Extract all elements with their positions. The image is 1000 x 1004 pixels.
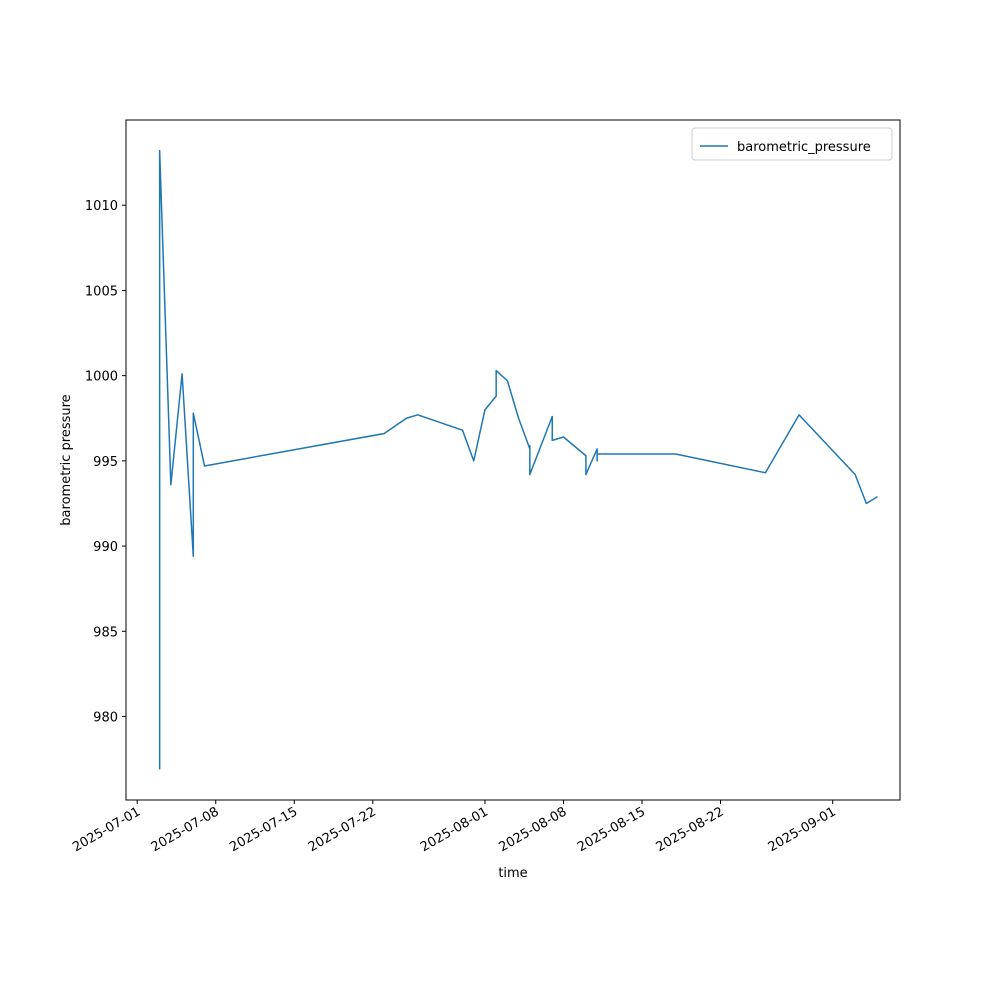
y-tick-label: 1010	[85, 199, 118, 214]
y-tick-label: 1005	[85, 284, 118, 299]
x-axis-label: time	[498, 866, 527, 881]
x-tick-label: 2025-08-15	[575, 804, 648, 855]
x-tick-label: 2025-09-01	[766, 804, 839, 855]
y-tick-label: 985	[93, 625, 118, 640]
data-line	[158, 149, 878, 770]
x-tick-label: 2025-07-22	[306, 804, 379, 855]
y-tick-label: 995	[93, 455, 118, 470]
y-tick-label: 1000	[85, 370, 118, 385]
x-tick-label: 2025-08-01	[418, 804, 491, 855]
y-tick-label: 990	[93, 540, 118, 555]
legend-box	[691, 127, 893, 161]
y-axis-label: barometric pressure	[59, 394, 74, 525]
x-tick-label: 2025-07-15	[227, 804, 300, 855]
x-tick-label: 2025-08-08	[497, 804, 570, 855]
y-tick-label: 980	[93, 710, 118, 725]
x-tick-label: 2025-07-01	[70, 804, 143, 855]
plot-frame	[125, 119, 901, 801]
legend-label: barometric_pressure	[737, 140, 871, 155]
x-tick-label: 2025-07-08	[149, 804, 222, 855]
x-tick-label: 2025-08-22	[654, 804, 727, 855]
